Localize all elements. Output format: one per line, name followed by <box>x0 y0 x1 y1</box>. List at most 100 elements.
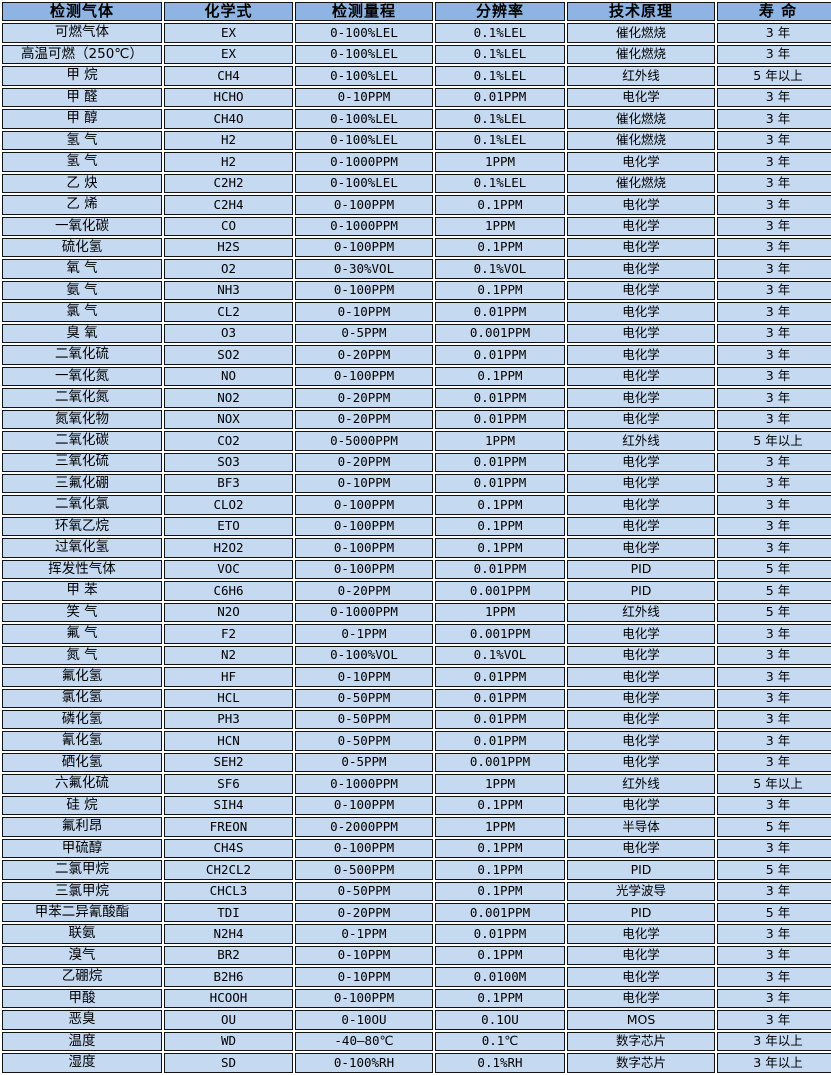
cell-gas-name: 甲 醇 <box>2 109 162 129</box>
table-row: 甲硫醇 CH4S 0-100PPM 0.1PPM 电化学 3 年 <box>2 838 831 859</box>
cell-gas-name: 硫化氢 <box>2 237 162 258</box>
cell-chemical-formula: O2 <box>164 259 293 279</box>
table-row: 臭 氧 O3 0-5PPM 0.001PPM 电化学 3 年 <box>2 323 831 344</box>
cell-lifespan: 3 年 <box>717 667 831 687</box>
cell-lifespan: 3 年 <box>717 473 831 494</box>
table-row: 硅 烷 SIH4 0-100PPM 0.1PPM 电化学 3 年 <box>2 795 831 816</box>
table-row: 硫化氢 H2S 0-100PPM 0.1PPM 电化学 3 年 <box>2 237 831 258</box>
header-resolution: 分辨率 <box>435 2 565 22</box>
cell-detection-range: 0-100%RH <box>295 1053 433 1073</box>
cell-detection-range: 0-100PPM <box>295 237 433 258</box>
cell-chemical-formula: CLO2 <box>164 495 293 515</box>
cell-resolution: 1PPM <box>435 216 565 236</box>
table-row: 氮氧化物 NOX 0-20PPM 0.01PPM 电化学 3 年 <box>2 409 831 430</box>
table-row: 环氧乙烷 ETO 0-100PPM 0.1PPM 电化学 3 年 <box>2 516 831 537</box>
cell-detection-range: 0-10PPM <box>295 667 433 687</box>
cell-chemical-formula: HCOOH <box>164 988 293 1009</box>
cell-technology: 电化学 <box>567 709 715 730</box>
cell-detection-range: 0-1PPM <box>295 624 433 644</box>
cell-gas-name: 二氧化氯 <box>2 495 162 515</box>
cell-chemical-formula: O3 <box>164 323 293 344</box>
cell-lifespan: 3 年 <box>717 130 831 151</box>
cell-gas-name: 一氧化碳 <box>2 216 162 236</box>
cell-technology: 电化学 <box>567 452 715 472</box>
cell-technology: PID <box>567 581 715 601</box>
table-row: 一氧化碳 CO 0-1000PPM 1PPM 电化学 3 年 <box>2 216 831 236</box>
cell-lifespan: 3 年 <box>717 838 831 859</box>
table-row: 二氧化氯 CLO2 0-100PPM 0.1PPM 电化学 3 年 <box>2 495 831 515</box>
cell-resolution: 0.01PPM <box>435 452 565 472</box>
cell-lifespan: 3 年 <box>717 516 831 537</box>
cell-chemical-formula: HF <box>164 667 293 687</box>
cell-chemical-formula: SEH2 <box>164 752 293 773</box>
table-row: 高温可燃（250℃） EX 0-100%LEL 0.1%LEL 催化燃烧 3 年 <box>2 44 831 65</box>
cell-gas-name: 氧 气 <box>2 259 162 279</box>
cell-lifespan: 5 年 <box>717 903 831 923</box>
cell-lifespan: 3 年 <box>717 23 831 43</box>
cell-resolution: 0.01PPM <box>435 559 565 580</box>
cell-gas-name: 三氟化硼 <box>2 473 162 494</box>
cell-detection-range: 0-100PPM <box>295 538 433 558</box>
cell-resolution: 0.1PPM <box>435 881 565 902</box>
cell-gas-name: 二氧化氮 <box>2 388 162 408</box>
cell-detection-range: 0-20PPM <box>295 452 433 472</box>
table-row: 氯化氢 HCL 0-50PPM 0.01PPM 电化学 3 年 <box>2 688 831 708</box>
cell-resolution: 0.001PPM <box>435 581 565 601</box>
table-row: 三氧化硫 SO3 0-20PPM 0.01PPM 电化学 3 年 <box>2 452 831 472</box>
cell-resolution: 0.1PPM <box>435 988 565 1009</box>
cell-lifespan: 3 年 <box>717 216 831 236</box>
cell-detection-range: 0-100%LEL <box>295 44 433 65</box>
cell-gas-name: 氮氧化物 <box>2 409 162 430</box>
cell-detection-range: 0-100PPM <box>295 195 433 215</box>
cell-lifespan: 3 年 <box>717 302 831 322</box>
cell-detection-range: 0-1000PPM <box>295 602 433 623</box>
cell-detection-range: 0-5000PPM <box>295 431 433 451</box>
cell-technology: 数字芯片 <box>567 1053 715 1073</box>
cell-technology: 催化燃烧 <box>567 23 715 43</box>
cell-lifespan: 5 年 <box>717 860 831 880</box>
table-row: 笑 气 N2O 0-1000PPM 1PPM 红外线 5 年 <box>2 602 831 623</box>
cell-gas-name: 一氧化氮 <box>2 366 162 387</box>
cell-detection-range: 0-100PPM <box>295 988 433 1009</box>
cell-gas-name: 磷化氢 <box>2 709 162 730</box>
cell-gas-name: 甲硫醇 <box>2 838 162 859</box>
cell-lifespan: 3 年 <box>717 173 831 194</box>
cell-gas-name: 氨 气 <box>2 280 162 301</box>
cell-gas-name: 甲酸 <box>2 988 162 1009</box>
cell-gas-name: 氢 气 <box>2 152 162 172</box>
cell-chemical-formula: FREON <box>164 817 293 837</box>
cell-gas-name: 二氧化硫 <box>2 345 162 365</box>
cell-lifespan: 3 年 <box>717 624 831 644</box>
cell-technology: 电化学 <box>567 323 715 344</box>
cell-resolution: 0.01PPM <box>435 87 565 108</box>
cell-chemical-formula: H2O2 <box>164 538 293 558</box>
cell-technology: 电化学 <box>567 87 715 108</box>
cell-gas-name: 二氯甲烷 <box>2 860 162 880</box>
cell-technology: 电化学 <box>567 988 715 1009</box>
cell-gas-name: 环氧乙烷 <box>2 516 162 537</box>
cell-gas-name: 氰化氢 <box>2 731 162 751</box>
cell-resolution: 0.1PPM <box>435 860 565 880</box>
cell-resolution: 0.1%LEL <box>435 23 565 43</box>
cell-detection-range: 0-100%LEL <box>295 66 433 86</box>
cell-lifespan: 3 年 <box>717 388 831 408</box>
cell-detection-range: 0-100%LEL <box>295 173 433 194</box>
cell-chemical-formula: CH4O <box>164 109 293 129</box>
cell-gas-name: 甲 醛 <box>2 87 162 108</box>
cell-gas-name: 氟利昂 <box>2 817 162 837</box>
cell-gas-name: 高温可燃（250℃） <box>2 44 162 65</box>
cell-chemical-formula: SD <box>164 1053 293 1073</box>
cell-detection-range: 0-100%LEL <box>295 109 433 129</box>
cell-detection-range: 0-20PPM <box>295 581 433 601</box>
cell-detection-range: 0-100%VOL <box>295 645 433 666</box>
cell-detection-range: 0-5PPM <box>295 323 433 344</box>
cell-resolution: 0.1%VOL <box>435 645 565 666</box>
cell-resolution: 0.1PPM <box>435 280 565 301</box>
cell-chemical-formula: ETO <box>164 516 293 537</box>
cell-detection-range: 0-30%VOL <box>295 259 433 279</box>
table-row: 甲酸 HCOOH 0-100PPM 0.1PPM 电化学 3 年 <box>2 988 831 1009</box>
cell-lifespan: 3 年 <box>717 795 831 816</box>
cell-gas-name: 温度 <box>2 1031 162 1052</box>
cell-technology: 红外线 <box>567 774 715 794</box>
table-row: 二氯甲烷 CH2CL2 0-500PPM 0.1PPM PID 5 年 <box>2 860 831 880</box>
